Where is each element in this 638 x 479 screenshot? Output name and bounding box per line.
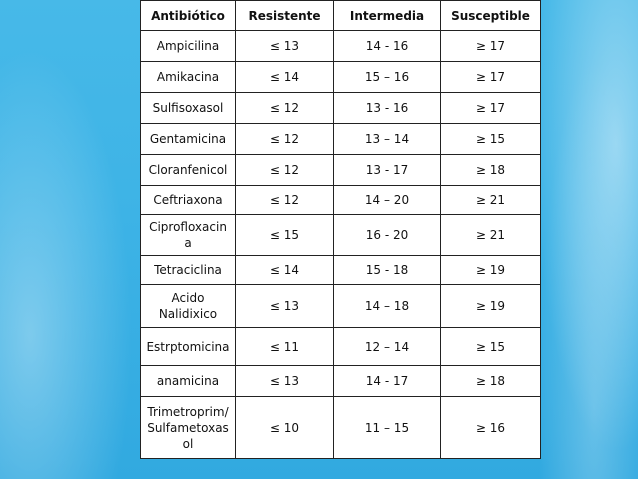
- cell-antibiotic: Amikacina: [140, 61, 236, 93]
- table-row: Gentamicina ≤ 12 13 – 14 ≥ 15: [140, 123, 541, 155]
- cell-resistente: ≤ 13: [235, 365, 334, 397]
- cell-intermedia: 14 - 17: [333, 365, 441, 397]
- cell-susceptible: ≥ 17: [440, 61, 541, 93]
- cell-intermedia: 15 – 16: [333, 61, 441, 93]
- background-decoration-right: [528, 0, 638, 479]
- cell-resistente: ≤ 13: [235, 284, 334, 328]
- header-susceptible: Susceptible: [440, 0, 541, 31]
- cell-susceptible: ≥ 19: [440, 255, 541, 285]
- table-row: Sulfisoxasol ≤ 12 13 - 16 ≥ 17: [140, 92, 541, 124]
- cell-antibiotic: Ciprofloxacin a: [140, 214, 236, 256]
- cell-susceptible: ≥ 18: [440, 365, 541, 397]
- cell-susceptible: ≥ 19: [440, 284, 541, 328]
- cell-susceptible: ≥ 17: [440, 30, 541, 62]
- cell-antibiotic: Cloranfenicol: [140, 154, 236, 186]
- table-header-row: Antibiótico Resistente Intermedia Suscep…: [140, 0, 541, 31]
- cell-susceptible: ≥ 15: [440, 123, 541, 155]
- cell-susceptible: ≥ 16: [440, 396, 541, 459]
- cell-antibiotic: Ampicilina: [140, 30, 236, 62]
- cell-resistente: ≤ 13: [235, 30, 334, 62]
- table-row: Amikacina ≤ 14 15 – 16 ≥ 17: [140, 61, 541, 93]
- cell-susceptible: ≥ 18: [440, 154, 541, 186]
- cell-resistente: ≤ 12: [235, 154, 334, 186]
- cell-intermedia: 13 - 16: [333, 92, 441, 124]
- table-row: Ceftriaxona ≤ 12 14 – 20 ≥ 21: [140, 185, 541, 215]
- table-row: Cloranfenicol ≤ 12 13 - 17 ≥ 18: [140, 154, 541, 186]
- cell-resistente: ≤ 12: [235, 92, 334, 124]
- cell-antibiotic: Ceftriaxona: [140, 185, 236, 215]
- cell-susceptible: ≥ 21: [440, 185, 541, 215]
- cell-antibiotic: Tetraciclina: [140, 255, 236, 285]
- table-row: Tetraciclina ≤ 14 15 - 18 ≥ 19: [140, 255, 541, 285]
- cell-antibiotic: Trimetroprim/ Sulfametoxas ol: [140, 396, 236, 459]
- cell-susceptible: ≥ 17: [440, 92, 541, 124]
- cell-intermedia: 14 – 18: [333, 284, 441, 328]
- cell-antibiotic: Gentamicina: [140, 123, 236, 155]
- cell-intermedia: 13 - 17: [333, 154, 441, 186]
- cell-susceptible: ≥ 15: [440, 327, 541, 366]
- antibiotic-table: Antibiótico Resistente Intermedia Suscep…: [140, 0, 541, 459]
- cell-resistente: ≤ 15: [235, 214, 334, 256]
- cell-intermedia: 16 - 20: [333, 214, 441, 256]
- header-intermedia: Intermedia: [333, 0, 441, 31]
- header-antibiotico: Antibiótico: [140, 0, 236, 31]
- cell-intermedia: 14 - 16: [333, 30, 441, 62]
- cell-intermedia: 11 – 15: [333, 396, 441, 459]
- table-row: Trimetroprim/ Sulfametoxas ol ≤ 10 11 – 15…: [140, 396, 541, 459]
- cell-resistente: ≤ 14: [235, 255, 334, 285]
- table-row: Estrptomicina ≤ 11 12 – 14 ≥ 15: [140, 327, 541, 366]
- cell-antibiotic: Sulfisoxasol: [140, 92, 236, 124]
- cell-antibiotic: anamicina: [140, 365, 236, 397]
- table-row: anamicina ≤ 13 14 - 17 ≥ 18: [140, 365, 541, 397]
- cell-resistente: ≤ 12: [235, 185, 334, 215]
- cell-intermedia: 15 - 18: [333, 255, 441, 285]
- background-decoration-left: [0, 0, 150, 479]
- cell-intermedia: 12 – 14: [333, 327, 441, 366]
- header-resistente: Resistente: [235, 0, 334, 31]
- table-row: Ampicilina ≤ 13 14 - 16 ≥ 17: [140, 30, 541, 62]
- cell-intermedia: 13 – 14: [333, 123, 441, 155]
- table-row: Acido Nalidixico ≤ 13 14 – 18 ≥ 19: [140, 284, 541, 328]
- cell-susceptible: ≥ 21: [440, 214, 541, 256]
- cell-resistente: ≤ 10: [235, 396, 334, 459]
- cell-resistente: ≤ 12: [235, 123, 334, 155]
- cell-antibiotic: Acido Nalidixico: [140, 284, 236, 328]
- cell-antibiotic: Estrptomicina: [140, 327, 236, 366]
- cell-resistente: ≤ 14: [235, 61, 334, 93]
- cell-resistente: ≤ 11: [235, 327, 334, 366]
- cell-intermedia: 14 – 20: [333, 185, 441, 215]
- table-row: Ciprofloxacin a ≤ 15 16 - 20 ≥ 21: [140, 214, 541, 256]
